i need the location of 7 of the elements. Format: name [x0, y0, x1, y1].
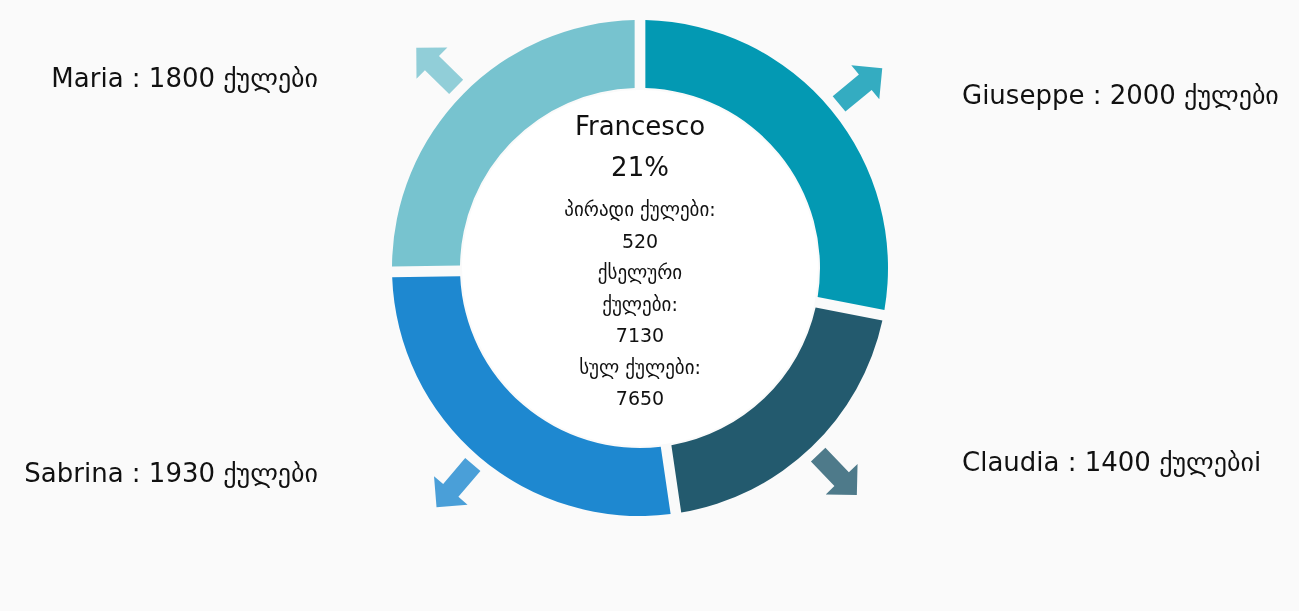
text: სულ ქულები: 7650 — [579, 355, 701, 409]
text: Francesco — [574, 111, 706, 141]
slice-label: Claudia : 1400 ქულებიi — [962, 447, 1262, 478]
text: 21% — [611, 152, 669, 182]
slice-label: Sabrina : 1930 ქულები — [24, 457, 318, 488]
slice-label: Maria : 1800 ქულები — [51, 62, 318, 93]
slice-label: Giuseppe : 2000 ქულები — [962, 80, 1279, 111]
